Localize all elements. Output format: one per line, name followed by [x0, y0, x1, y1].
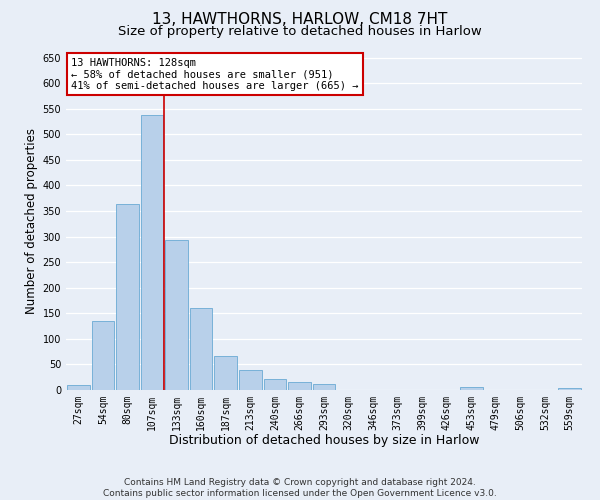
Bar [214, 356, 237, 390]
Text: 13, HAWTHORNS, HARLOW, CM18 7HT: 13, HAWTHORNS, HARLOW, CM18 7HT [152, 12, 448, 28]
Bar [140, 116, 163, 390]
Y-axis label: Number of detached properties: Number of detached properties [25, 128, 38, 314]
Bar [239, 370, 262, 390]
Bar [288, 382, 311, 390]
Bar [116, 204, 139, 390]
Text: Contains HM Land Registry data © Crown copyright and database right 2024.
Contai: Contains HM Land Registry data © Crown c… [103, 478, 497, 498]
Bar [559, 388, 581, 390]
X-axis label: Distribution of detached houses by size in Harlow: Distribution of detached houses by size … [169, 434, 479, 448]
Bar [263, 379, 286, 390]
Text: 13 HAWTHORNS: 128sqm
← 58% of detached houses are smaller (951)
41% of semi-deta: 13 HAWTHORNS: 128sqm ← 58% of detached h… [71, 58, 359, 91]
Bar [92, 321, 114, 390]
Bar [67, 385, 89, 390]
Bar [190, 308, 212, 390]
Bar [165, 240, 188, 390]
Text: Size of property relative to detached houses in Harlow: Size of property relative to detached ho… [118, 25, 482, 38]
Bar [313, 384, 335, 390]
Bar [460, 388, 483, 390]
